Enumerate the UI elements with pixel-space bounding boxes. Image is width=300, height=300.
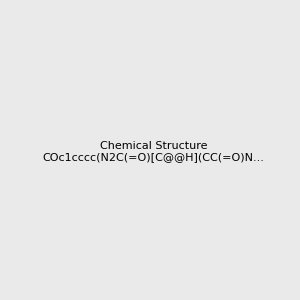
Text: Chemical Structure
COc1cccc(N2C(=O)[C@@H](CC(=O)N...: Chemical Structure COc1cccc(N2C(=O)[C@@H… xyxy=(43,141,265,162)
